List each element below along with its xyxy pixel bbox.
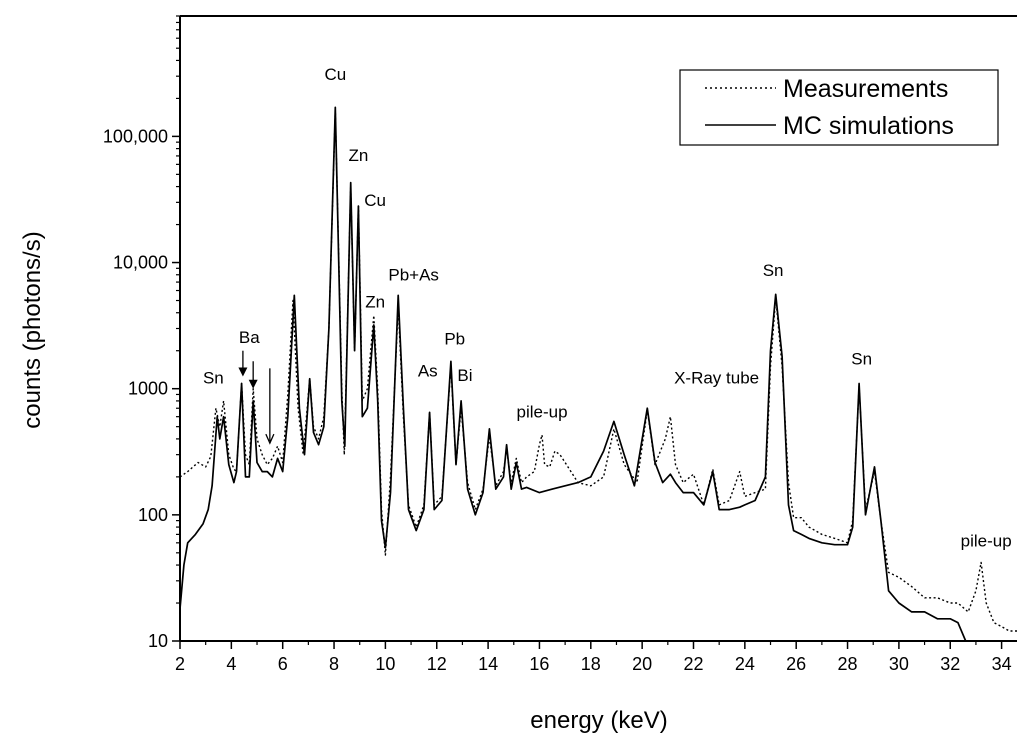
tick-labels: 2 4 6 8 10 12 14 16 18 20 22 24 26 28 30 32 341010010001… [103,126,1012,674]
x-tick-label: 16 [529,654,549,674]
y-tick-label: 100,000 [103,126,168,146]
legend: Measurements MC simulations [679,69,999,146]
x-tick-label: 30 [889,654,909,674]
x-tick-label: 34 [992,654,1012,674]
peak-label: pile-up [961,532,1012,551]
x-tick-label: 2 [175,654,185,674]
peak-label: As [418,361,438,380]
peak-label: Zn [365,293,385,312]
arrow-layer [238,350,275,445]
x-tick-label: 28 [838,654,858,674]
x-tick-label: 4 [226,654,236,674]
peak-label: pile-up [516,403,567,422]
peak-label: Sn [763,261,784,280]
arrow-head [248,379,258,389]
legend-box [679,69,999,146]
x-tick-label: 14 [478,654,498,674]
legend-label-measurements: Measurements [783,75,948,103]
y-tick-label: 100 [138,505,168,525]
peak-label: Cu [364,191,386,210]
x-tick-label: 24 [735,654,755,674]
x-tick-label: 18 [581,654,601,674]
peak-label: Cu [324,65,346,84]
peak-label: Pb+As [388,266,439,285]
peak-label: Zn [349,146,369,165]
x-tick-label: 32 [940,654,960,674]
ticks [172,15,1003,649]
legend-label-mc-simulations: MC simulations [783,112,954,140]
x-tick-label: 20 [632,654,652,674]
y-tick-label: 10,000 [113,253,168,273]
x-tick-label: 8 [329,654,339,674]
series-line-measurements [179,109,1017,632]
arrow-head [238,367,248,377]
x-tick-label: 6 [278,654,288,674]
y-tick-label: 1000 [128,379,168,399]
peak-label: Bi [457,366,472,385]
x-tick-label: 26 [786,654,806,674]
x-tick-label: 22 [683,654,703,674]
peak-label: Sn [203,368,224,387]
x-tick-label: 10 [375,654,395,674]
series-layer [179,106,1017,642]
y-tick-label: 10 [148,631,168,651]
peak-label: X-Ray tube [674,368,759,387]
peak-label: Pb [444,329,465,348]
peak-label: Sn [851,350,872,369]
series-line-mc-simulations [179,106,1017,642]
peak-label: Ba [239,328,260,347]
x-axis-title: energy (keV) [530,707,667,734]
y-axis-title: counts (photons/s) [19,231,46,428]
x-tick-label: 12 [427,654,447,674]
arrow-head [265,433,275,445]
